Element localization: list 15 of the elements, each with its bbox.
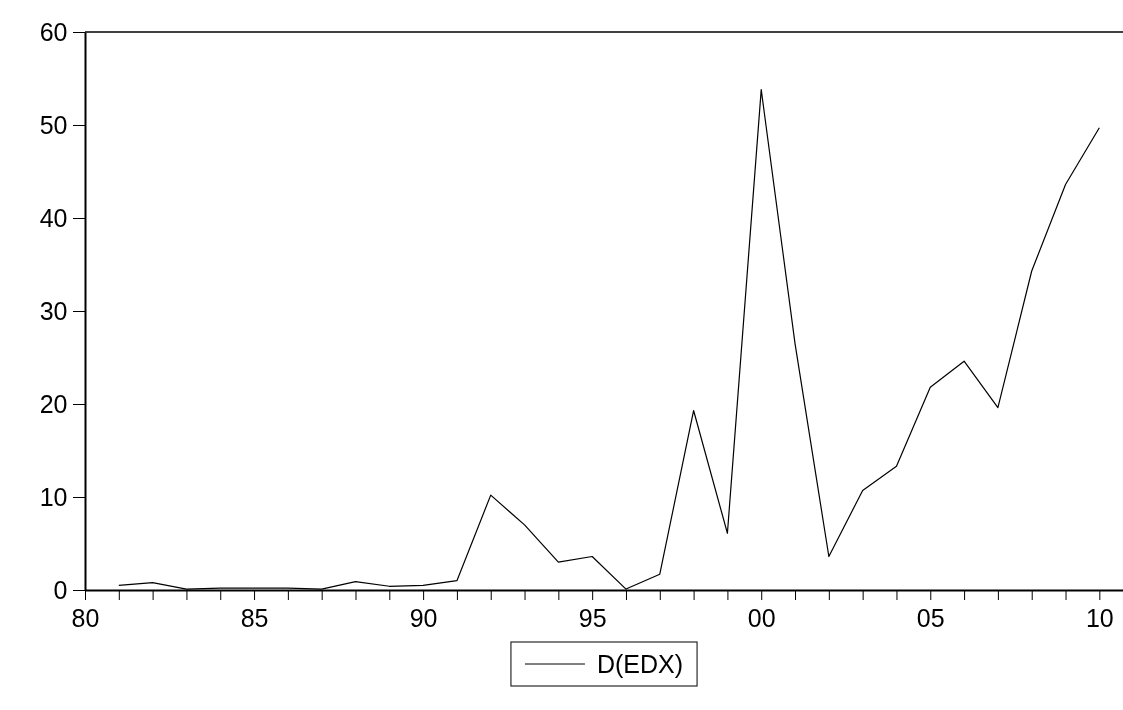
y-tick-label: 0 xyxy=(53,575,68,604)
x-tick-label: 95 xyxy=(578,603,607,632)
y-tick-label: 40 xyxy=(39,203,68,232)
x-tick-label: 10 xyxy=(1085,603,1114,632)
y-tick-label: 60 xyxy=(39,17,68,46)
y-tick-label: 50 xyxy=(39,110,68,139)
legend-label: D(EDX) xyxy=(596,650,684,678)
x-tick-label: 05 xyxy=(916,603,945,632)
x-tick-label: 80 xyxy=(71,603,100,632)
x-tick-label: 00 xyxy=(747,603,776,632)
x-tick-label: 90 xyxy=(409,603,438,632)
y-tick-label: 30 xyxy=(39,296,68,325)
y-tick-label: 10 xyxy=(39,482,68,511)
x-tick-label: 85 xyxy=(240,603,269,632)
y-tick-label: 20 xyxy=(39,389,68,418)
